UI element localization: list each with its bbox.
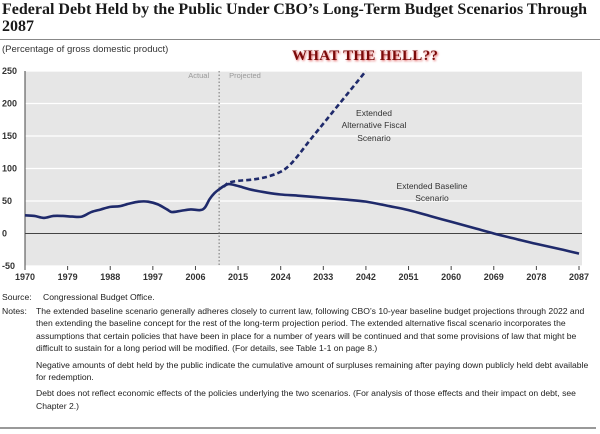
x-tick-label: 2069	[484, 272, 504, 282]
x-tick-label: 2033	[313, 272, 333, 282]
actual-label: Actual	[188, 71, 209, 80]
alt-scenario-label-2: Alternative Fiscal	[342, 120, 407, 130]
baseline-series-line	[24, 182, 580, 255]
annotation-text: WHAT THE HELL??	[292, 48, 439, 64]
alternative-series-line	[222, 70, 367, 188]
y-axis-unit-label: (Percentage of gross domestic product)	[2, 44, 169, 55]
note-paragraph: The extended baseline scenario generally…	[36, 306, 585, 354]
x-tick-label: 2042	[356, 272, 376, 282]
x-tick-label: 1988	[100, 272, 120, 282]
x-tick-label: 2087	[569, 272, 589, 282]
y-tick-label: 50	[2, 196, 12, 206]
source-label: Source:	[2, 292, 32, 302]
alt-scenario-label-1: Extended	[356, 108, 392, 118]
y-tick-label: -50	[2, 261, 15, 271]
y-tick-label: 0	[2, 229, 7, 239]
note-paragraph: Negative amounts of debt held by the pub…	[36, 359, 589, 383]
debt-chart: 250 200 150 100 50 0 -50 1970 1979 1988 1997 2006 2…	[2, 66, 589, 282]
source-line: Source: Congressional Budget Office.	[2, 292, 155, 302]
y-tick-label: 100	[2, 164, 17, 174]
x-tick-label: 1997	[143, 272, 163, 282]
notes: Notes: The extended baseline scenario ge…	[2, 305, 598, 416]
bottom-divider	[0, 427, 596, 429]
projected-label: Projected	[229, 71, 261, 80]
x-tick-label: 2060	[441, 272, 461, 282]
y-tick-label: 250	[2, 66, 17, 76]
baseline-label-1: Extended Baseline	[397, 181, 468, 191]
x-tick-label: 2051	[399, 272, 419, 282]
y-tick-label: 150	[2, 131, 17, 141]
chart-title: Federal Debt Held by the Public Under CB…	[2, 1, 588, 35]
baseline-label-2: Scenario	[415, 193, 449, 203]
alt-scenario-label-3: Scenario	[357, 133, 391, 143]
x-tick-label: 2078	[526, 272, 546, 282]
x-tick-label: 2015	[228, 272, 248, 282]
x-tick-label: 1979	[58, 272, 78, 282]
notes-label: Notes:	[2, 306, 27, 316]
title-divider	[0, 39, 600, 40]
source-text: Congressional Budget Office.	[43, 292, 155, 302]
note-paragraph: Debt does not reflect economic effects o…	[36, 388, 576, 411]
y-tick-label: 200	[2, 99, 17, 109]
x-tick-label: 2024	[271, 272, 291, 282]
x-tick-label: 2006	[185, 272, 205, 282]
x-tick-label: 1970	[15, 272, 35, 282]
